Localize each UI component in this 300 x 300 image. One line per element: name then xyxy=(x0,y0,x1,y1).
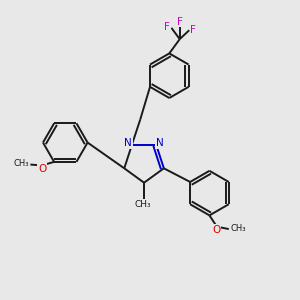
Text: CH₃: CH₃ xyxy=(230,224,246,233)
Text: CH₃: CH₃ xyxy=(14,160,29,169)
Text: O: O xyxy=(212,225,220,235)
Text: F: F xyxy=(177,16,183,27)
Text: N: N xyxy=(156,138,164,148)
Text: CH₃: CH₃ xyxy=(134,200,151,209)
Text: F: F xyxy=(164,22,170,32)
Text: N: N xyxy=(124,138,132,148)
Text: O: O xyxy=(38,164,46,174)
Text: F: F xyxy=(190,25,196,34)
